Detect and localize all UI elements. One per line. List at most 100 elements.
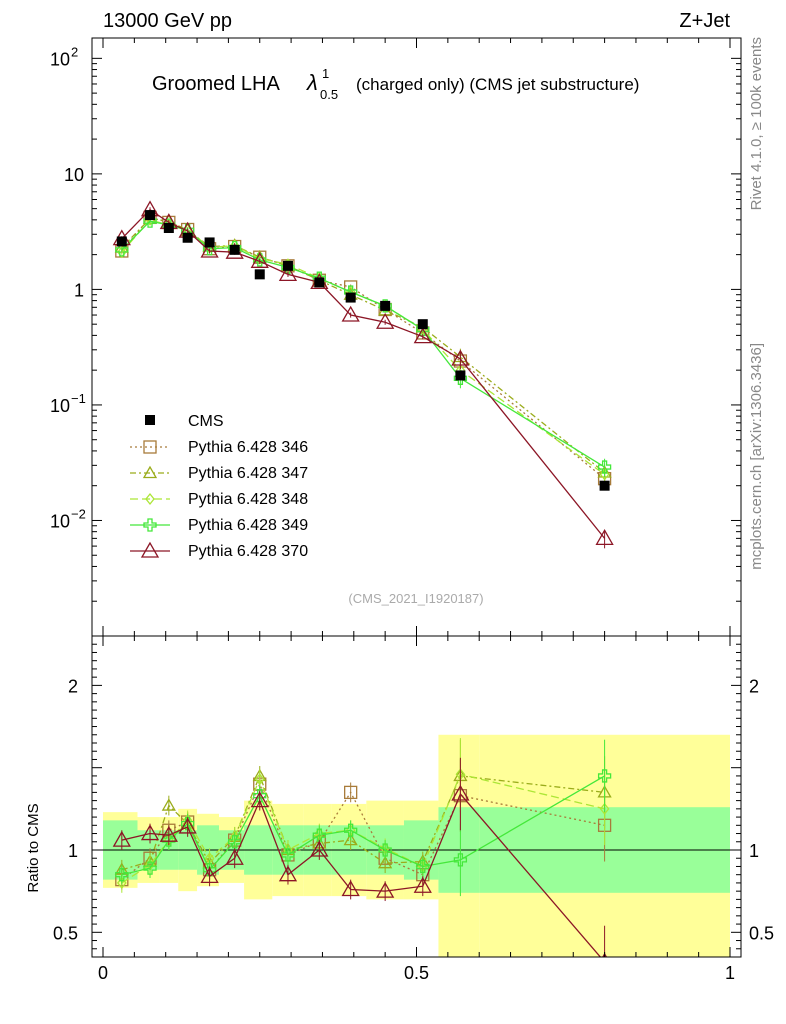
ratio-y-tick-label: 2: [68, 676, 78, 696]
legend-label: Pythia 6.428 370: [188, 543, 308, 560]
marker-cross: [344, 823, 358, 837]
series-line: [121, 220, 605, 468]
plot-title: Groomed LHA λ 1 0.5 (charged only) (CMS …: [152, 66, 639, 102]
marker-triangle: [278, 865, 298, 882]
legend-label: Pythia 6.428 347: [188, 465, 308, 482]
marker-triangle: [413, 876, 432, 893]
marker-triangle: [595, 529, 614, 546]
marker-triangle: [161, 798, 176, 811]
marker-diamond: [116, 876, 127, 889]
marker-cross: [228, 835, 242, 849]
data-point: [229, 244, 240, 255]
marker-triangle: [200, 241, 219, 258]
marker-triangle: [341, 880, 360, 897]
ratio-series-5: [112, 757, 608, 957]
legend-label: Pythia 6.428 349: [188, 517, 308, 534]
legend-entry-2: Pythia 6.428 347: [130, 465, 308, 482]
marker-cross: [143, 861, 157, 875]
title-sub: 0.5: [320, 87, 338, 102]
marker-triangle: [341, 305, 360, 322]
legend-entry-data: CMS: [145, 413, 224, 430]
data-point: [145, 210, 156, 221]
data-point: [182, 232, 193, 243]
series-line: [121, 219, 605, 476]
data-point: [380, 300, 391, 311]
ratio-ylabel: Ratio to CMS: [25, 803, 42, 892]
legend-entry-5: Pythia 6.428 370: [130, 541, 308, 560]
marker-triangle: [178, 817, 197, 834]
legend: CMS Pythia 6.428 346 Pythia 6.428 347 Pythi…: [130, 413, 308, 560]
ratio-y-tick-label: 1: [68, 841, 78, 861]
y-tick-label: 10: [50, 49, 70, 69]
title-sup: 1: [322, 66, 329, 81]
legend-entry-3: Pythia 6.428 348: [130, 491, 308, 508]
y-tick-label: 10: [50, 396, 70, 416]
series-line: [121, 217, 606, 474]
data-point: [314, 277, 325, 288]
marker-diamond: [145, 492, 155, 506]
y-tick-label: 10: [64, 165, 84, 185]
marker-cross: [597, 769, 612, 783]
legend-marker: [145, 415, 155, 425]
series-data: [116, 210, 610, 491]
rivet-label: Rivet 4.1.0, ≥ 100k events: [748, 37, 765, 210]
title-main: Groomed LHA: [152, 73, 280, 95]
series-line: [121, 208, 606, 539]
ratio-y-tick-label-right: 1: [749, 841, 759, 861]
ratio-plot: [112, 738, 612, 957]
marker-triangle: [200, 867, 219, 883]
data-point: [163, 223, 174, 234]
y-tick-exponent: −1: [71, 391, 86, 406]
series-4: [115, 214, 612, 478]
main-plot: [112, 200, 614, 549]
data-point: [599, 480, 610, 491]
legend-entry-4: Pythia 6.428 349: [130, 517, 308, 534]
marker-cross: [143, 518, 157, 532]
marker-diamond: [599, 468, 610, 481]
marker-triangle: [159, 825, 178, 842]
marker-cross: [253, 789, 267, 803]
header-right: Z+Jet: [679, 10, 730, 32]
legend-label: CMS: [188, 413, 224, 430]
marker-cross: [115, 243, 129, 257]
marker-diamond: [599, 802, 610, 815]
marker-triangle: [378, 855, 393, 869]
data-point: [417, 319, 428, 330]
y-tick-label: 1: [74, 280, 84, 300]
marker-cross: [378, 843, 392, 857]
legend-label: Pythia 6.428 348: [188, 491, 308, 508]
ratio-y-tick-label-right: 2: [749, 676, 759, 696]
marker-cross: [416, 859, 430, 874]
marker-triangle: [225, 848, 244, 865]
marker-triangle: [343, 832, 358, 846]
legend-entry-1: Pythia 6.428 346: [130, 439, 308, 456]
mcplots-label: mcplots.cern.ch [arXiv:1306.3436]: [748, 343, 765, 570]
marker-cross: [312, 828, 326, 842]
marker-triangle: [451, 349, 470, 366]
ratio-line: [121, 782, 605, 881]
marker-diamond: [116, 246, 127, 259]
marker-triangle: [140, 824, 160, 841]
y-tick-label: 10: [50, 511, 70, 531]
ratio-bands: [92, 734, 741, 957]
data-point: [254, 269, 265, 280]
marker-triangle: [250, 791, 269, 808]
data-point: [282, 260, 293, 271]
marker-cross: [115, 868, 129, 882]
marker-triangle: [140, 541, 160, 558]
marker-square: [143, 440, 157, 454]
x-tick-label: 1: [725, 963, 735, 983]
title-symbol: λ: [306, 70, 318, 95]
marker-cross: [202, 863, 217, 877]
ratio-y-tick-label: 0.5: [53, 923, 78, 943]
y-tick-exponent: −2: [71, 506, 86, 521]
marker-triangle: [451, 784, 470, 801]
legend-label: Pythia 6.428 346: [188, 439, 308, 456]
y-tick-exponent: 2: [71, 44, 78, 59]
marker-triangle: [310, 840, 329, 857]
header-left: 13000 GeV pp: [103, 10, 232, 32]
marker-triangle: [112, 830, 131, 847]
ratio-y-tick-label-right: 0.5: [749, 923, 774, 943]
marker-triangle: [250, 252, 269, 268]
